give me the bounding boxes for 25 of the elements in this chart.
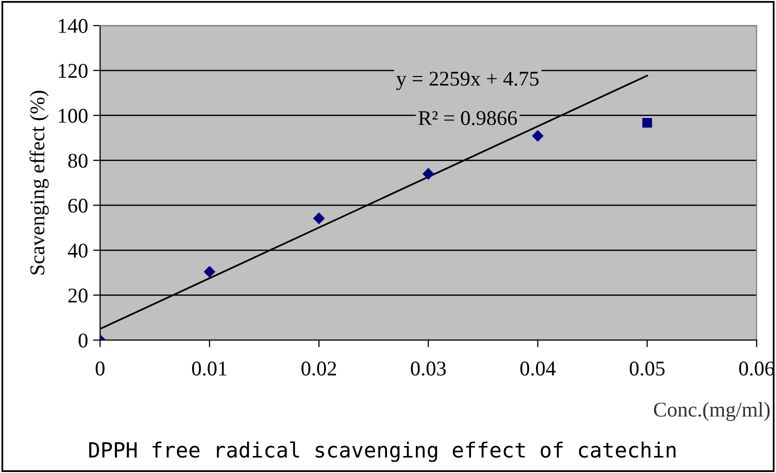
x-axis-title: Conc.(mg/ml) <box>654 402 770 421</box>
point <box>204 266 216 278</box>
y-tick-label: 20 <box>68 288 88 303</box>
y-axis-title: Scavenging effect (%) <box>30 90 49 274</box>
y-tick-label: 60 <box>68 198 88 213</box>
x-tick-label: 0.06 <box>739 362 774 376</box>
point <box>532 130 544 142</box>
y-tick-label: 120 <box>58 64 88 78</box>
point <box>313 212 325 224</box>
x-tick-label: 0 <box>96 362 105 376</box>
point <box>422 168 434 180</box>
x-tick-label: 0.02 <box>302 362 336 376</box>
x-tick-label: 0.05 <box>630 362 665 376</box>
x-tick-label: 0.03 <box>410 362 446 376</box>
y-tick-label: 80 <box>68 154 88 168</box>
y-tick-label: 40 <box>68 244 88 258</box>
x-tick-label: 0.04 <box>520 362 556 376</box>
text: DPPH free radical scavenging effect of catechin <box>89 442 676 462</box>
y-tick-label: 100 <box>58 108 88 123</box>
x-tick-label: 0.01 <box>192 362 226 376</box>
y-tick-label: 140 <box>58 18 88 33</box>
point <box>642 118 652 128</box>
annotation: R² = 0.9866 <box>418 111 517 126</box>
y-tick-label: 0 <box>78 333 88 348</box>
annotation: y = 2259x + 4.75 <box>396 72 539 90</box>
